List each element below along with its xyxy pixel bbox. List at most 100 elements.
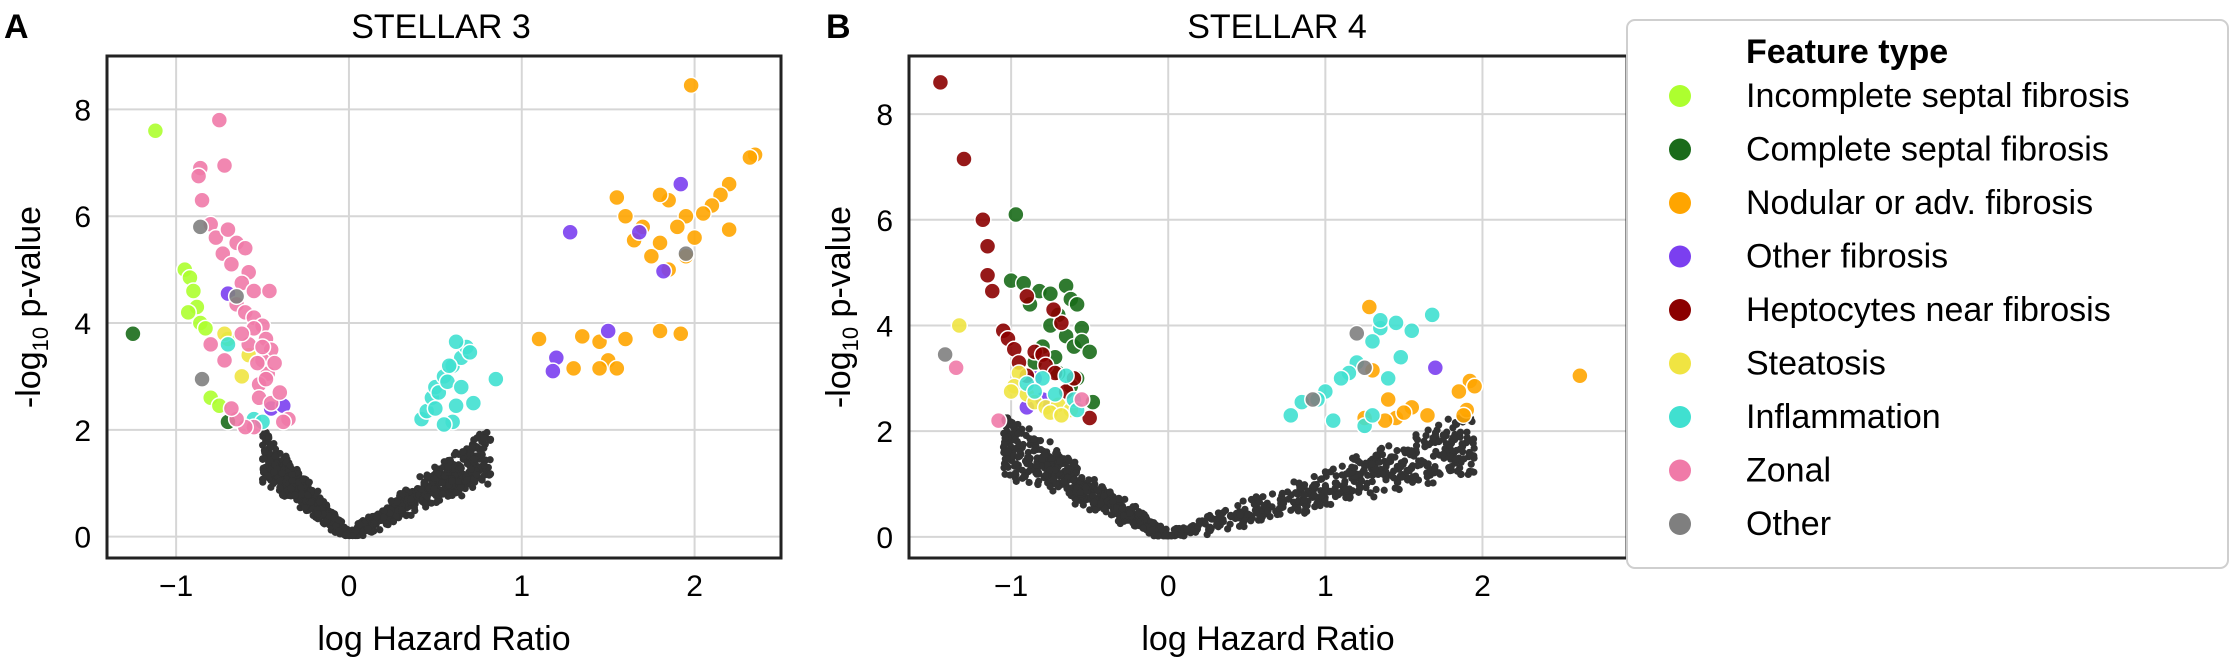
y-axis-label-b: -log10 p-value (820, 206, 863, 408)
background-point (1025, 425, 1033, 433)
background-point (1101, 504, 1109, 512)
background-point (458, 448, 467, 456)
background-point (457, 464, 465, 472)
data-point (219, 335, 237, 354)
background-point (1239, 497, 1247, 505)
background-point (1417, 457, 1426, 465)
background-point (1048, 454, 1056, 463)
x-ticks-a: −1 0 1 2 (159, 570, 703, 603)
data-point (983, 282, 1002, 300)
background-point (1201, 520, 1209, 528)
background-point (1357, 477, 1366, 485)
data-point (1571, 366, 1589, 385)
background-point (1407, 447, 1415, 455)
background-point (1391, 453, 1399, 461)
y-tick-label: 0 (74, 522, 91, 555)
background-point (364, 513, 373, 521)
background-point (1323, 500, 1331, 508)
y-tick-label: 2 (74, 415, 91, 448)
data-point (440, 356, 458, 375)
background-point (1106, 488, 1114, 496)
data-point (233, 324, 251, 343)
data-point (146, 122, 165, 140)
background-point (364, 525, 372, 533)
background-point (430, 485, 438, 493)
data-point (616, 207, 635, 225)
background-point (1060, 478, 1068, 486)
data-point (694, 204, 712, 223)
data-point (1392, 348, 1410, 366)
background-point (267, 443, 275, 451)
data-point (677, 244, 695, 263)
background-point (1376, 446, 1384, 454)
data-point (435, 415, 453, 434)
background-point (1470, 468, 1478, 476)
background-point (1384, 458, 1393, 466)
data-point (1304, 390, 1322, 409)
data-point (1033, 369, 1052, 388)
background-point (407, 495, 415, 503)
background-point (410, 504, 418, 512)
background-point (1349, 487, 1357, 495)
background-point (1085, 476, 1093, 484)
data-point (1371, 311, 1390, 329)
background-point (1405, 467, 1413, 475)
background-point (1356, 459, 1364, 467)
data-point (426, 399, 445, 418)
data-point (1418, 406, 1437, 425)
background-point (389, 518, 398, 526)
points-a (124, 76, 764, 436)
background-point (355, 521, 364, 529)
background-point (1167, 532, 1175, 540)
background-point (1009, 422, 1017, 430)
background-point (1236, 511, 1244, 519)
background-point (1078, 474, 1086, 482)
background-point (1252, 493, 1260, 501)
data-point (1387, 314, 1405, 332)
data-point (207, 228, 225, 247)
data-point (179, 303, 197, 322)
background-point (1388, 472, 1396, 480)
data-point (257, 370, 275, 388)
background-point (1424, 460, 1432, 468)
data-point (651, 186, 669, 204)
background-point (1310, 482, 1319, 490)
background-point (1247, 517, 1255, 525)
background-point (1435, 421, 1443, 429)
legend-label: Zonal (1746, 452, 1831, 490)
background-point (1331, 479, 1339, 487)
background-point (301, 504, 309, 512)
background-point (1439, 450, 1447, 458)
data-point (1324, 411, 1342, 430)
background-point (1397, 463, 1405, 471)
background-point (1350, 455, 1358, 463)
background-point (1284, 495, 1293, 503)
background-point (1097, 500, 1105, 508)
background-point (1034, 480, 1042, 489)
background-point (1342, 470, 1350, 478)
background-point (376, 526, 384, 534)
background-point (1093, 486, 1102, 494)
background-point (1046, 466, 1054, 474)
background-point (1071, 500, 1079, 508)
background-point (1317, 492, 1325, 500)
data-point (741, 148, 759, 167)
background-point (1082, 483, 1090, 491)
data-point (672, 324, 690, 343)
legend-marker (1669, 406, 1691, 428)
data-point (573, 327, 592, 346)
background-point (1091, 506, 1100, 514)
legend-marker (1669, 352, 1691, 375)
background-point (1429, 479, 1437, 487)
data-point (452, 378, 471, 396)
background-point (1219, 518, 1227, 526)
background-point (1444, 415, 1452, 423)
panel-b: B STELLAR 4 −1 0 1 2 0 2 4 6 8 log Hazard Ratio… (820, 8, 1629, 658)
background-point (1030, 435, 1038, 443)
background-point (340, 523, 349, 532)
background-point (298, 475, 307, 483)
background-point (1300, 491, 1308, 499)
background-point (1439, 431, 1447, 439)
background-point (1464, 470, 1472, 479)
background-point (1423, 473, 1431, 481)
